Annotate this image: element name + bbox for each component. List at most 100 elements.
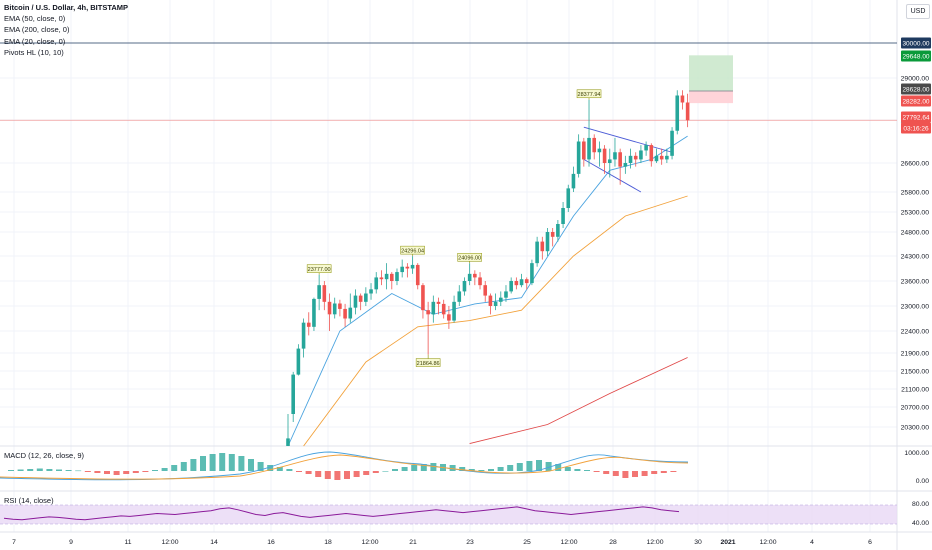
macd-histogram-bar bbox=[267, 465, 274, 471]
price-badge-label: 27792.64 bbox=[902, 115, 929, 122]
macd-histogram-bar bbox=[334, 471, 341, 480]
macd-histogram-bar bbox=[17, 469, 24, 471]
candle-body bbox=[483, 285, 488, 296]
macd-histogram-bar bbox=[65, 470, 72, 471]
symbol-title[interactable]: Bitcoin / U.S. Dollar, 4h, BITSTAMP bbox=[4, 3, 129, 12]
macd-histogram-bar bbox=[238, 456, 245, 471]
price-tick-label: 23600.00 bbox=[901, 279, 930, 286]
candle-body bbox=[348, 307, 353, 319]
pivot-label: 24096.00 bbox=[458, 256, 481, 262]
price-badge-label: 29648.00 bbox=[902, 54, 929, 61]
price-tick-label: 21100.00 bbox=[901, 387, 929, 394]
indicator-ema50[interactable]: EMA (50, close, 0) bbox=[4, 14, 66, 24]
candle-body bbox=[504, 291, 508, 298]
candle-body bbox=[291, 374, 295, 414]
time-tick-label: 6 bbox=[868, 539, 872, 546]
candle-body bbox=[561, 208, 565, 224]
candle-body bbox=[467, 273, 472, 281]
macd-histogram-bar bbox=[430, 463, 437, 471]
macd-histogram-bar bbox=[382, 471, 389, 472]
macd-histogram-bar bbox=[536, 460, 542, 471]
candle-body bbox=[582, 141, 586, 160]
candle-body bbox=[286, 438, 290, 446]
time-tick-label: 12:00 bbox=[560, 539, 577, 546]
candle-body bbox=[400, 266, 404, 273]
macd-histogram-bar bbox=[180, 462, 187, 471]
price-badge-label: 28282.00 bbox=[902, 99, 929, 106]
candle-body bbox=[519, 279, 524, 286]
candle-body bbox=[670, 130, 674, 156]
rsi-band bbox=[0, 505, 897, 524]
price-badge bbox=[901, 111, 931, 123]
time-axis[interactable]: 7 9 11 12:00 14 16 18 12:00 21 23 25 12:00 28 12:00 30… bbox=[12, 539, 872, 546]
stop-zone bbox=[689, 91, 733, 104]
candle-body bbox=[613, 152, 617, 160]
pivot-label-box bbox=[415, 358, 441, 367]
currency-button[interactable]: USD bbox=[906, 4, 930, 19]
price-tick-label: 25800.00 bbox=[901, 190, 930, 197]
candle-body bbox=[550, 232, 555, 237]
candle-body bbox=[659, 155, 664, 160]
macd-histogram-bar bbox=[94, 471, 101, 473]
macd-histogram-bar bbox=[392, 469, 398, 471]
candle-body bbox=[524, 279, 529, 284]
candle-body bbox=[665, 155, 669, 160]
candle-body bbox=[514, 281, 519, 286]
candle-body bbox=[343, 308, 347, 319]
candle-body bbox=[306, 322, 311, 327]
candle-body bbox=[462, 281, 467, 292]
macd-histogram-bar bbox=[190, 459, 197, 471]
macd-histogram-bar bbox=[305, 471, 312, 474]
time-tick-label: 28 bbox=[609, 539, 617, 546]
macd-histogram-bar bbox=[363, 471, 370, 475]
indicator-ema200[interactable]: EMA (200, close, 0) bbox=[4, 25, 70, 35]
pivot-label-box bbox=[400, 245, 425, 255]
indicator-tick-label: 80.00 bbox=[912, 501, 929, 508]
time-tick-label: 12:00 bbox=[759, 539, 776, 546]
candle-body bbox=[633, 155, 638, 160]
macd-histogram-bar bbox=[27, 469, 34, 471]
time-tick-label: 7 bbox=[12, 539, 16, 546]
time-tick-label: 4 bbox=[810, 539, 814, 546]
macd-histogram-bar bbox=[574, 469, 581, 471]
candle-body bbox=[421, 285, 425, 311]
indicator-tick-label: 0.00 bbox=[916, 478, 929, 485]
candle-body bbox=[317, 285, 321, 299]
indicator-pivots[interactable]: Pivots HL (10, 10) bbox=[4, 47, 64, 57]
macd-histogram-bar bbox=[593, 471, 600, 472]
price-badge bbox=[901, 83, 931, 95]
ema50-line bbox=[303, 195, 688, 447]
macd-histogram-bar bbox=[315, 471, 322, 477]
price-tick-label: 21900.00 bbox=[901, 351, 930, 358]
grid bbox=[0, 0, 897, 532]
candle-body bbox=[441, 303, 446, 315]
candle-body bbox=[540, 241, 545, 252]
candle-body bbox=[332, 303, 337, 315]
candle-body bbox=[597, 148, 602, 153]
time-tick-label: 25 bbox=[523, 539, 531, 546]
candle-body bbox=[369, 289, 373, 294]
candle-body bbox=[358, 295, 363, 302]
candle-body bbox=[675, 95, 680, 131]
price-tick-label: 23000.00 bbox=[901, 304, 930, 311]
rsi-label[interactable]: RSI (14, close) bbox=[4, 496, 54, 505]
macd-histogram-bar bbox=[555, 464, 562, 471]
macd-histogram-bar bbox=[651, 471, 658, 474]
macd-histogram-bar bbox=[516, 463, 523, 471]
macd-histogram-bar bbox=[46, 469, 53, 471]
macd-histogram-bar bbox=[104, 471, 110, 474]
price-tick-label: 20300.00 bbox=[901, 425, 930, 432]
candle-body bbox=[431, 301, 436, 315]
long-position-tool[interactable] bbox=[689, 55, 733, 104]
indicator-ema20[interactable]: EMA (20, close, 0) bbox=[4, 36, 66, 46]
pivot-labels: 23777.00 24296.04 24096.00 28377.94 21864.86 bbox=[306, 89, 602, 367]
price-badges: 30000.00 29648.00 28628.00 28282.00 27792.64… bbox=[901, 37, 931, 134]
candle-body bbox=[556, 224, 560, 237]
pivot-label: 28377.94 bbox=[578, 92, 601, 98]
candle-body bbox=[473, 273, 477, 278]
macd-label[interactable]: MACD (12, 26, close, 9) bbox=[4, 451, 85, 460]
macd-histogram-bar bbox=[478, 470, 485, 471]
candle-body bbox=[628, 155, 633, 163]
flag-channel[interactable] bbox=[583, 126, 673, 193]
